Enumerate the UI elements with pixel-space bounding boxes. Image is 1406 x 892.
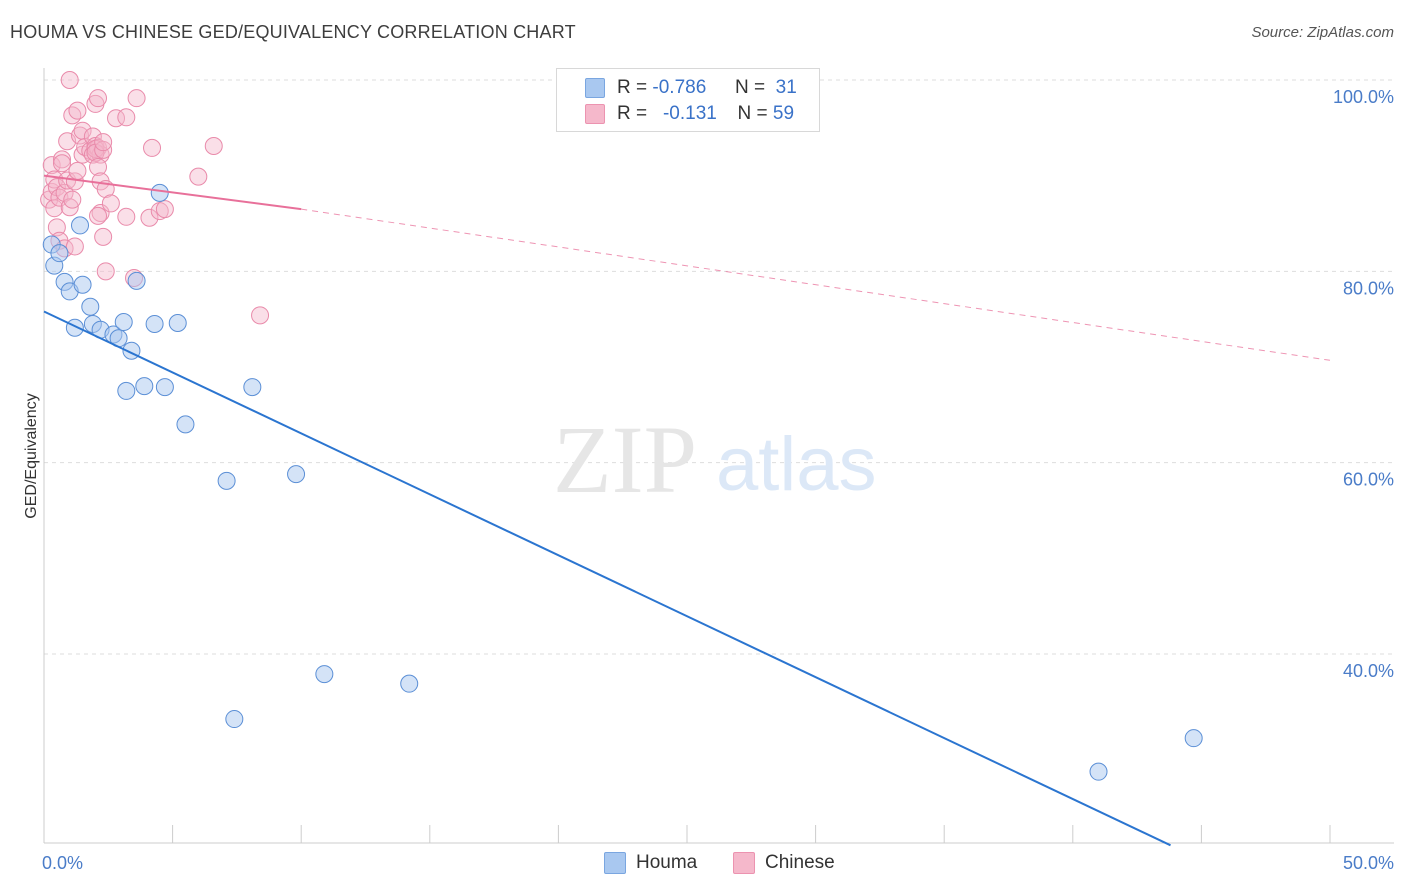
chinese-point [117,207,136,226]
y-tick-label: 80.0% [1343,278,1394,298]
chinese-point [71,126,90,145]
chinese-point [89,206,108,225]
chinese-point [89,158,108,177]
chinese-point [45,199,64,218]
correlation-legend: R = -0.786 N = 31 R = -0.131 N = 59 [556,68,820,132]
houma-point [81,297,100,316]
tick-labels: 40.0% 60.0% 80.0% 100.0% 0.0% 50.0% [42,87,1394,873]
houma-point [176,415,195,434]
chinese-point [107,109,126,128]
chinese-point [101,194,120,213]
houma-point [155,378,174,397]
watermark: ZIP atlas [553,406,877,513]
houma-trendline [43,310,1171,847]
watermark-atlas: atlas [716,422,877,507]
chinese-point [68,161,87,180]
axes [43,68,1394,844]
houma-point [243,378,262,397]
chinese-point [251,306,270,325]
y-tick-label: 100.0% [1333,87,1394,107]
x-tick-label: 0.0% [42,853,83,873]
legend-item-houma[interactable]: Houma [604,852,697,874]
houma-point [168,313,187,332]
y-axis-label: GED/Equivalency [23,393,40,518]
chinese-point [68,101,87,120]
watermark-zip: ZIP [553,406,697,513]
legend-label-houma: Houma [636,852,698,873]
chinese-point [65,237,84,256]
houma-point [150,183,169,202]
legend-n-label: N = [737,103,768,124]
chinese-point [63,190,82,209]
houma-point [1089,762,1108,781]
chinese-trendline [43,174,302,211]
houma-point [145,314,164,333]
chinese-point [96,262,115,281]
legend-row-houma: R = -0.786 N = 31 [557,75,797,101]
chart-title: HOUMA VS CHINESE GED/EQUIVALENCY CORRELA… [10,22,576,42]
legend-r-value: -0.131 [662,103,717,124]
chinese-point [189,167,208,186]
houma-point [50,244,69,263]
legend-n-value: 31 [775,77,797,98]
legend-n-label: N = [734,77,766,98]
legend-row-chinese: R = -0.131 N = 59 [557,101,794,127]
houma-point [1184,729,1203,748]
chinese-point [204,137,223,156]
y-tick-label: 60.0% [1343,470,1394,490]
y-tick-label: 40.0% [1343,661,1394,681]
chinese-series [40,71,270,325]
houma-point [225,710,244,729]
houma-series [42,183,1203,781]
chinese-point [53,154,72,173]
houma-point [287,465,306,484]
source-label: Source: ZipAtlas.com [1251,24,1394,41]
houma-point [71,216,90,235]
trend-lines [43,174,1331,847]
legend-r-label: R = [617,103,648,124]
chinese-point [140,208,159,227]
chinese-point [94,227,113,246]
legend-n-value: 59 [772,103,795,124]
legend-item-chinese[interactable]: Chinese [733,852,835,874]
x-tick-label: 50.0% [1343,853,1394,873]
houma-point [217,471,236,490]
chinese-point [143,138,162,157]
houma-point [400,674,419,693]
legend-swatch-chinese [733,852,755,874]
grid-lines [44,79,1394,655]
houma-point [65,318,84,337]
houma-point [315,665,334,684]
chinese-point [117,108,136,127]
chinese-point [53,150,72,169]
chinese-point [127,89,146,108]
chinese-point [94,140,113,159]
legend-r-value: -0.786 [652,77,707,98]
chinese-point [89,89,108,108]
houma-point [114,313,133,332]
chinese-point [94,133,113,152]
legend-label-chinese: Chinese [765,852,835,873]
chinese-point [60,71,79,89]
houma-point [135,377,154,396]
legend-r-label: R = [617,77,648,98]
chinese-point [86,139,105,158]
chinese-trendline-extension [301,208,1331,361]
houma-point [73,275,92,294]
chinese-point [63,106,82,125]
legend-swatch-houma [604,852,626,874]
houma-point [117,381,136,400]
chinese-point [155,200,174,219]
legend-swatch-chinese [585,104,605,124]
legend-swatch-houma [585,78,605,98]
series-legend: Houma Chinese [0,852,1406,878]
chinese-point [47,218,66,237]
houma-point [127,271,146,290]
